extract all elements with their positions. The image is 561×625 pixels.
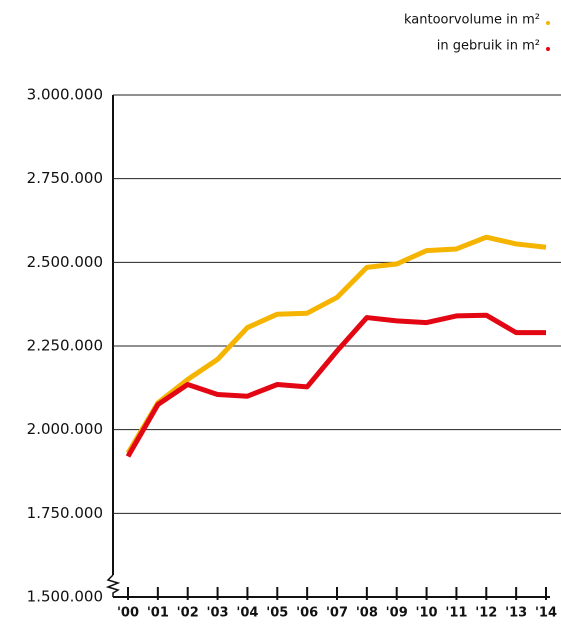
x-tick-label: '02 bbox=[177, 606, 199, 621]
legend-label: kantoorvolume in m² bbox=[404, 13, 540, 28]
x-tick-label: '11 bbox=[445, 606, 467, 621]
legend-label: in gebruik in m² bbox=[437, 39, 540, 54]
x-tick-label: '05 bbox=[266, 606, 288, 621]
x-tick-label: '10 bbox=[416, 606, 438, 621]
legend-marker bbox=[546, 47, 550, 51]
y-tick-label: 1.500.000 bbox=[27, 588, 103, 606]
legend-marker bbox=[546, 21, 550, 25]
axis-break bbox=[105, 574, 121, 597]
x-tick-label: '12 bbox=[475, 606, 497, 621]
x-tick-label: '08 bbox=[356, 606, 378, 621]
y-tick-label: 2.750.000 bbox=[27, 169, 103, 187]
x-tick-label: '04 bbox=[236, 606, 258, 621]
x-tick-label: '01 bbox=[147, 606, 169, 621]
x-tick-label: '03 bbox=[207, 606, 229, 621]
line-series bbox=[125, 234, 547, 455]
x-tick-label: '00 bbox=[117, 606, 139, 621]
y-tick-label: 3.000.000 bbox=[27, 86, 103, 104]
y-tick-label: 1.750.000 bbox=[27, 504, 103, 522]
y-tick-label: 2.500.000 bbox=[27, 253, 103, 271]
y-tick-label: 2.250.000 bbox=[27, 337, 103, 355]
x-tick-label: '09 bbox=[386, 606, 408, 621]
x-tick-label: '07 bbox=[326, 606, 348, 621]
y-tick-label: 2.000.000 bbox=[27, 420, 103, 438]
line-series bbox=[125, 312, 546, 458]
x-tick-label: '14 bbox=[535, 606, 557, 621]
x-tick-label: '06 bbox=[296, 606, 318, 621]
x-tick-label: '13 bbox=[505, 606, 527, 621]
